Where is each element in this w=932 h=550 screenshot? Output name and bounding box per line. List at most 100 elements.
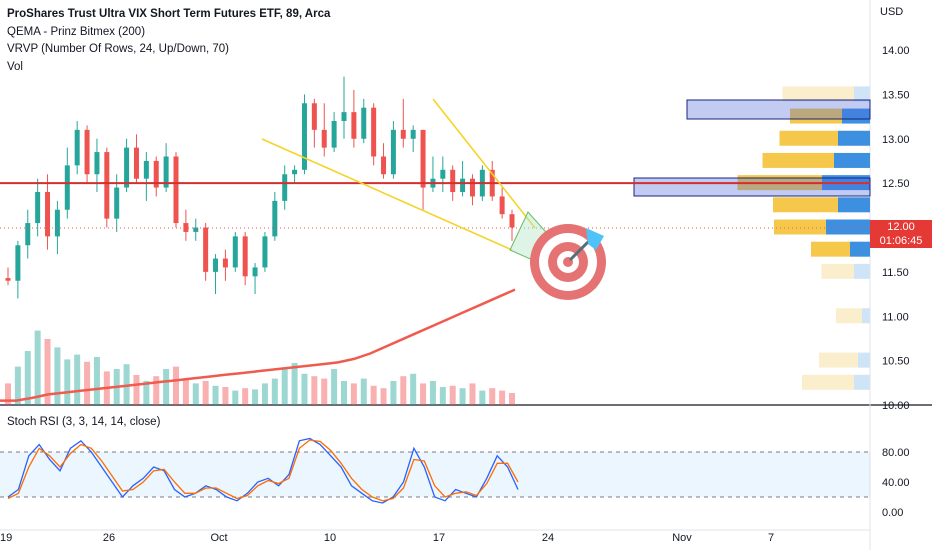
volume-bar (5, 383, 11, 405)
candle-body (35, 192, 41, 224)
time-tick-label: Nov (672, 532, 692, 544)
dart-feather (586, 228, 604, 250)
volume-bar (222, 387, 229, 405)
price-tick-label: 12.50 (882, 178, 910, 190)
volume-bar (192, 383, 199, 405)
volume-bar (360, 378, 367, 405)
price-tick-label: 11.50 (882, 267, 909, 279)
candle-body (163, 156, 169, 188)
volume-bar (24, 351, 31, 405)
candle-body (104, 152, 110, 219)
wedge-upper-line (432, 98, 536, 229)
profile-up-bar (773, 197, 838, 213)
candle-body (282, 174, 288, 201)
candle-body (232, 236, 238, 268)
volume-bar (281, 369, 288, 405)
volume-bar (133, 375, 140, 405)
candle-body (193, 227, 199, 232)
candle-body (301, 103, 307, 170)
candle-body (361, 107, 367, 139)
volume-bar (202, 381, 209, 405)
profile-down-bar (854, 374, 870, 390)
profile-down-bar (826, 219, 870, 235)
volume-bar (143, 381, 150, 405)
candle-body (292, 169, 298, 175)
profile-up-bar (802, 374, 854, 390)
volume-bar (54, 347, 61, 405)
candle-body (321, 129, 327, 148)
profile-up-bar (836, 308, 862, 324)
volume-bar (212, 385, 219, 405)
symbol-title[interactable]: ProShares Trust Ultra VIX Short Term Fut… (7, 8, 331, 20)
candle-body (252, 267, 258, 277)
volume-bar (93, 357, 100, 405)
candle-body (420, 129, 426, 188)
volume-bar (291, 363, 298, 405)
volume-bar (44, 339, 51, 405)
time-tick-label: 24 (542, 532, 554, 544)
stoch-rsi-label[interactable]: Stoch RSI (3, 3, 14, 14, close) (7, 416, 161, 428)
candle-body (509, 214, 515, 228)
volume-bar (341, 381, 347, 405)
profile-down-bar (834, 152, 870, 168)
price-tick-label: 14.00 (882, 45, 910, 57)
volume-bar (400, 376, 407, 405)
candle-body (351, 112, 357, 139)
candle-body (311, 103, 317, 130)
profile-down-bar (838, 130, 870, 146)
price-tick-label: 10.50 (882, 356, 910, 368)
time-tick-label: 7 (768, 532, 774, 544)
candle-body (390, 129, 396, 175)
volume-bar (509, 393, 515, 405)
volume-bar (449, 385, 456, 405)
volume-bar (370, 385, 377, 405)
profile-up-bar (811, 241, 850, 257)
volume-bar (173, 366, 179, 405)
volume-bar (64, 359, 71, 405)
qema-indicator-label[interactable]: QEMA - Prinz Bitmex (200) (7, 25, 146, 38)
profile-down-bar (862, 308, 870, 324)
volume-bar (271, 378, 278, 405)
candle-body (499, 196, 505, 215)
price-tick-label: 10.00 (882, 400, 910, 412)
volume-indicator-label[interactable]: Vol (7, 60, 23, 73)
volume-bar (163, 369, 170, 405)
volume-bar (182, 378, 189, 405)
candle-body (94, 152, 100, 175)
vrvp-indicator-label[interactable]: VRVP (Number Of Rows, 24, Up/Down, 70) (7, 43, 229, 55)
volume-bar (331, 369, 338, 405)
candle-body (74, 129, 80, 166)
candle-body (114, 187, 120, 219)
candle-body (242, 236, 248, 277)
volume-bar (84, 361, 91, 405)
volume-bar (380, 388, 387, 405)
volume-bar (479, 390, 486, 405)
volume-bar (301, 373, 308, 405)
rsi-k-line (7, 437, 519, 504)
volume-bar (439, 387, 446, 405)
countdown-badge: 01:06:45 (870, 234, 932, 248)
candle-body (381, 156, 387, 175)
candle-body (262, 236, 268, 268)
rsi-tick-label: 80.00 (882, 447, 910, 459)
price-tick-label: 13.50 (882, 89, 910, 101)
volume-bar (74, 354, 81, 405)
candle-body (15, 245, 21, 281)
volume-bar (153, 376, 160, 405)
volume-bar (34, 330, 41, 405)
candle-body (84, 129, 90, 175)
time-tick-label: 19 (0, 532, 12, 544)
volume-bar (429, 381, 436, 405)
profile-up-bar (790, 108, 842, 124)
volume-bar (420, 383, 427, 405)
profile-up-bar (821, 263, 854, 279)
candle-body (143, 160, 149, 179)
volume-bar (390, 381, 397, 405)
volume-bar (14, 366, 21, 405)
point-of-control-box (633, 177, 871, 197)
candle-body (213, 258, 219, 272)
time-tick-label: 10 (324, 532, 336, 544)
candle-body (460, 178, 466, 192)
candle-body (272, 200, 278, 237)
